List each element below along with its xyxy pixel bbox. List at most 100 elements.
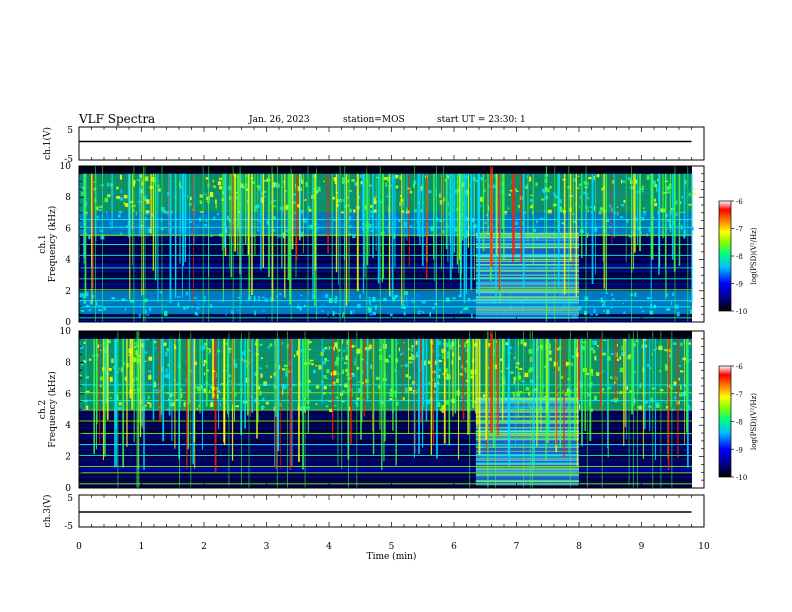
band-texture: [130, 201, 134, 204]
band-texture: [331, 216, 336, 218]
band-texture: [665, 402, 667, 404]
band-texture: [259, 343, 263, 346]
band-texture: [341, 177, 346, 180]
band-texture: [442, 342, 444, 346]
band-texture: [177, 306, 180, 310]
band-texture: [367, 297, 371, 299]
colorbar: [718, 200, 732, 312]
x-tick-label: 5: [389, 542, 395, 552]
x-tick-label: 9: [639, 542, 645, 552]
band-texture: [627, 177, 632, 181]
band-texture: [646, 297, 651, 300]
band-texture: [547, 188, 550, 193]
broadband-line: [475, 421, 579, 423]
x-tick-label: 10: [698, 542, 710, 552]
band-texture: [515, 366, 518, 369]
band-texture: [299, 407, 301, 411]
band-texture: [635, 339, 639, 343]
band-texture: [123, 362, 126, 365]
band-texture: [578, 205, 580, 208]
band-texture: [199, 194, 203, 198]
band-texture: [533, 229, 537, 233]
band-texture: [328, 346, 331, 350]
band-texture: [411, 355, 414, 361]
y-axis-label: ch.3(V): [42, 495, 53, 528]
band-texture: [629, 307, 632, 312]
band-texture: [467, 298, 471, 302]
band-texture: [555, 195, 558, 199]
noise-line: [79, 270, 692, 272]
band-texture: [112, 366, 115, 369]
band-texture: [628, 234, 633, 238]
band-texture: [252, 181, 255, 184]
band-texture: [323, 180, 325, 182]
band-texture: [436, 382, 440, 385]
band-texture: [528, 368, 531, 373]
band-texture: [341, 401, 345, 403]
band-texture: [428, 381, 430, 385]
band-texture: [351, 179, 355, 182]
band-texture: [213, 185, 216, 188]
band-texture: [261, 406, 266, 408]
broadband-line: [475, 313, 579, 315]
band-texture: [541, 229, 544, 234]
band-texture: [333, 346, 335, 351]
band-texture: [284, 229, 289, 231]
broadband-line: [475, 458, 579, 460]
band-texture: [679, 201, 682, 204]
band-texture: [590, 347, 595, 350]
broadband-line: [475, 433, 579, 435]
band-texture: [475, 179, 478, 182]
band-texture: [81, 192, 84, 196]
band-texture: [211, 402, 214, 406]
band-texture: [441, 348, 444, 354]
band-texture: [587, 392, 591, 397]
band-texture: [569, 389, 573, 393]
band-texture: [318, 186, 321, 192]
band-texture: [465, 360, 469, 363]
band-texture: [164, 373, 168, 378]
band-texture: [385, 182, 388, 187]
band-texture: [571, 355, 576, 358]
band-texture: [626, 219, 629, 223]
band-texture: [379, 201, 383, 203]
band-texture: [470, 369, 474, 375]
band-texture: [257, 220, 261, 222]
band-texture: [287, 304, 290, 307]
noise-line: [79, 459, 692, 461]
band-texture: [201, 384, 203, 388]
band-texture: [327, 312, 329, 316]
broadband-line: [475, 439, 579, 441]
band-texture: [228, 185, 232, 191]
band-texture: [375, 176, 379, 179]
noise-line: [79, 449, 692, 451]
band-texture: [308, 341, 313, 343]
band-texture: [648, 227, 651, 233]
band-texture: [667, 220, 672, 222]
band-texture: [621, 203, 625, 207]
band-texture: [149, 402, 152, 408]
noise-line: [79, 269, 692, 271]
band-texture: [203, 296, 206, 299]
band-texture: [187, 195, 189, 198]
band-texture: [442, 373, 445, 376]
y-tick-label: 10: [60, 327, 72, 337]
band-texture: [393, 232, 395, 237]
band-texture: [523, 342, 527, 346]
band-texture: [513, 376, 517, 381]
band-texture: [507, 207, 509, 210]
band-texture: [359, 294, 361, 299]
band-texture: [210, 234, 213, 238]
band-texture: [632, 371, 637, 373]
broadband-line: [475, 481, 579, 483]
band-texture: [313, 194, 315, 197]
band-texture: [420, 186, 423, 192]
tone-line: [79, 226, 692, 228]
broadband-line: [475, 397, 579, 399]
broadband-line: [475, 469, 579, 471]
band-texture: [547, 209, 552, 215]
band-texture: [100, 384, 102, 388]
band-texture: [177, 296, 181, 298]
band-texture: [270, 297, 272, 302]
band-texture: [429, 311, 431, 317]
